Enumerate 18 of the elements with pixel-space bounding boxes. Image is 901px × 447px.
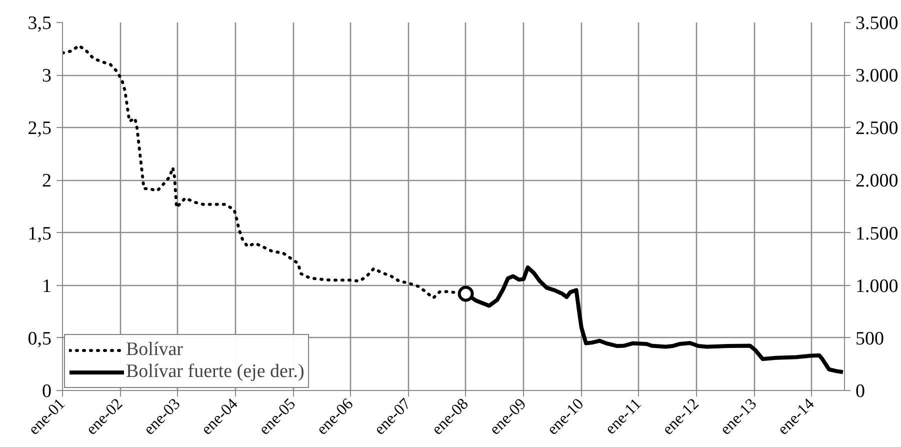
y2-tick-label: 2.000 <box>856 170 898 192</box>
y-tick-label: 2 <box>42 170 52 192</box>
y-tick-label: 1,5 <box>28 223 52 244</box>
y2-tick-label: 3.000 <box>856 66 898 87</box>
y2-tick-label: 0 <box>856 381 865 402</box>
y-tick-label: 0 <box>42 381 52 402</box>
legend-label: Bolívar fuerte (eje der.) <box>126 361 304 383</box>
y-tick-label: 1 <box>42 276 52 297</box>
y-tick-label: 2,5 <box>28 118 52 140</box>
y2-tick-label: 500 <box>856 328 884 350</box>
legend-label: Bolívar <box>126 339 183 361</box>
y-tick-label: 3,5 <box>28 13 52 34</box>
y-tick-label: 3 <box>42 66 52 87</box>
y2-tick-label: 1.500 <box>856 223 898 244</box>
y2-tick-label: 1.000 <box>856 276 898 297</box>
y2-tick-label: 2.500 <box>856 118 898 140</box>
y2-tick-label: 3.500 <box>856 13 898 34</box>
y-tick-label: 0,5 <box>28 328 52 350</box>
